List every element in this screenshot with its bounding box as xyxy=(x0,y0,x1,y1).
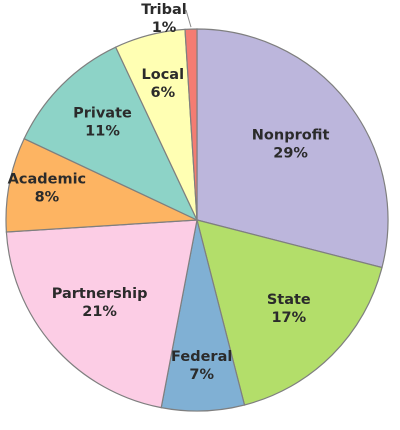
pie-slice-nonprofit xyxy=(196,28,389,269)
slice-label-state: State xyxy=(267,292,311,308)
slice-label-academic: Academic xyxy=(8,171,87,187)
slice-label-tribal: Tribal xyxy=(141,2,187,18)
slice-value-nonprofit: 29% xyxy=(273,145,308,161)
slice-label-nonprofit: Nonprofit xyxy=(252,127,330,143)
slice-label-federal: Federal xyxy=(171,349,232,365)
leader-line-tribal xyxy=(185,9,192,28)
slice-label-private: Private xyxy=(73,106,132,122)
pie-slice-partnership xyxy=(5,219,198,409)
slice-value-local: 6% xyxy=(150,85,175,101)
pie-slice-academic xyxy=(5,137,198,233)
slice-value-academic: 8% xyxy=(35,189,60,205)
slice-label-local: Local xyxy=(142,67,185,83)
slice-value-partnership: 21% xyxy=(82,304,117,320)
pie-slices xyxy=(5,28,389,412)
pie-slice-private xyxy=(23,46,199,222)
pie-slice-state xyxy=(196,219,383,406)
slice-value-private: 11% xyxy=(85,124,120,140)
slice-value-state: 17% xyxy=(271,310,306,326)
slice-label-partnership: Partnership xyxy=(52,286,148,302)
slice-value-tribal: 1% xyxy=(152,20,177,36)
pie-slice-tribal xyxy=(184,28,198,221)
slice-value-federal: 7% xyxy=(189,367,214,383)
pie-labels: Nonprofit 29% State 17% Federal 7% Partnership… xyxy=(8,2,330,383)
